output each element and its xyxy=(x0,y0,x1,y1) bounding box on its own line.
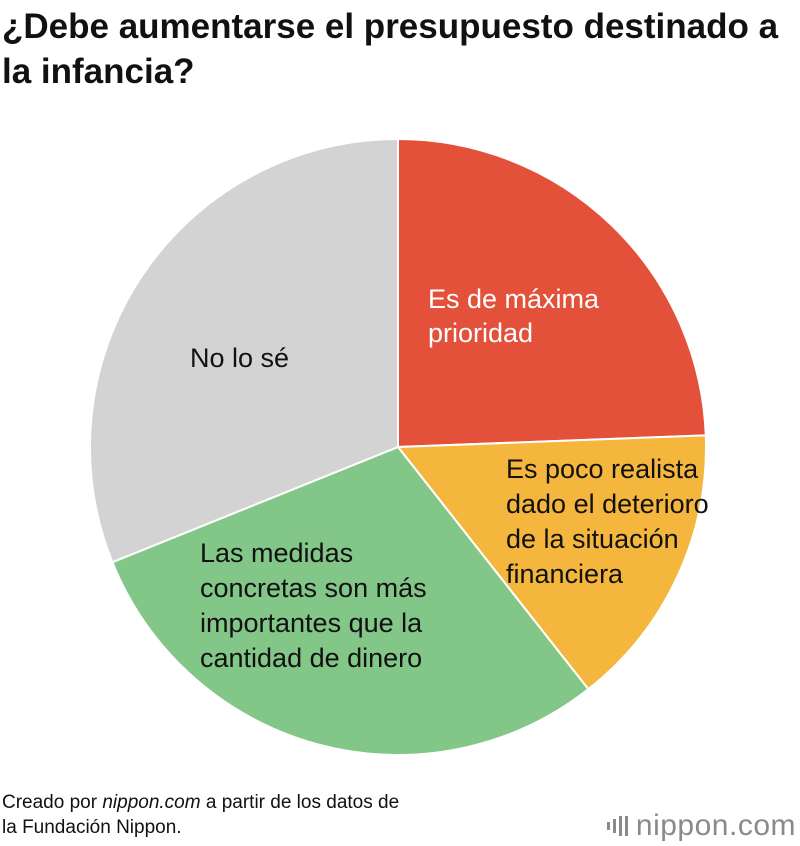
logo-text: nippon.com xyxy=(635,809,796,842)
chart-title: ¿Debe aumentarse el presupuesto destinad… xyxy=(2,7,779,91)
logo-bars-icon xyxy=(606,816,628,836)
pie-slice-3 xyxy=(111,445,590,756)
slice-label-line: financiera xyxy=(506,559,624,589)
credit-site: nippon.com xyxy=(102,792,201,813)
source-credit: Creado por nippon.com a partir de los da… xyxy=(2,790,399,840)
credit-line-2: la Fundación Nippon. xyxy=(2,817,182,838)
slice-label-line: prioridad xyxy=(428,318,533,348)
credit-middle: a partir de los datos de xyxy=(200,792,400,813)
pie-slice-2 xyxy=(396,434,707,691)
pie-slice-4 xyxy=(89,137,399,564)
slice-label-line: dado el deterioro xyxy=(506,489,709,519)
slice-label-line: de la situación xyxy=(506,524,679,554)
slice-label-line: importantes que la xyxy=(200,608,423,638)
slice-label-2: Es poco realista dado el deterioro de la s… xyxy=(506,454,709,589)
pie-slice-1 xyxy=(397,137,707,449)
slice-label-line: No lo sé xyxy=(190,343,289,373)
slice-label-4: No lo sé xyxy=(190,343,289,373)
slice-label-line: concretas son más xyxy=(200,573,427,603)
credit-prefix: Creado por xyxy=(2,792,103,813)
slice-label-1: Es de máxima prioridad xyxy=(428,284,600,348)
slice-label-line: Las medidas xyxy=(200,538,353,568)
credit-line-1: Creado por nippon.com a partir de los da… xyxy=(2,790,399,815)
slice-label-line: Es de máxima xyxy=(428,284,600,314)
slice-label-line: cantidad de dinero xyxy=(200,643,422,673)
nippon-logo: nippon.com xyxy=(606,808,796,844)
slice-label-line: Es poco realista xyxy=(506,454,699,484)
slice-label-3: Las medidas concretas son más importantes … xyxy=(200,538,427,673)
